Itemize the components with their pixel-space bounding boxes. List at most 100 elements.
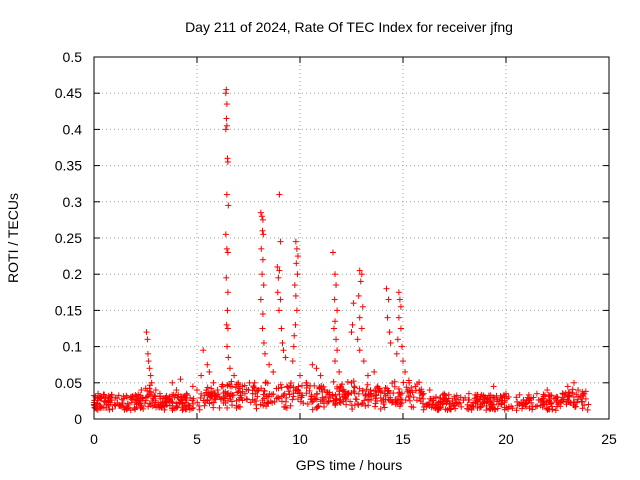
data-point (313, 365, 320, 372)
data-point (360, 358, 367, 365)
data-point (206, 368, 213, 375)
noise-point (169, 407, 176, 414)
noise-point (526, 405, 533, 412)
data-point (259, 227, 266, 234)
noise-point (444, 398, 451, 405)
data-point (223, 101, 230, 108)
noise-point (252, 390, 259, 397)
data-point (293, 245, 300, 252)
noise-point (290, 393, 297, 400)
noise-point (247, 399, 254, 406)
data-point (398, 343, 405, 350)
noise-point (584, 406, 591, 413)
noise-point (197, 394, 204, 401)
noise-point (519, 402, 526, 409)
y-tick-label: 0.15 (55, 302, 82, 318)
data-point (348, 379, 355, 386)
noise-point (321, 403, 328, 410)
noise-point (439, 401, 446, 408)
data-point (163, 394, 170, 401)
data-point (257, 209, 264, 216)
noise-point (450, 403, 457, 410)
noise-point (430, 397, 437, 404)
data-point (173, 387, 180, 394)
data-point (331, 296, 338, 303)
noise-point (188, 405, 195, 412)
noise-point (427, 395, 434, 402)
noise-point (232, 384, 239, 391)
chart-title: Day 211 of 2024, Rate Of TEC Index for r… (185, 19, 513, 35)
noise-point (464, 405, 471, 412)
noise-point (123, 406, 130, 413)
noise-point (173, 400, 180, 407)
noise-point (281, 390, 288, 397)
data-point (259, 256, 266, 263)
noise-point (367, 387, 374, 394)
data-point (144, 336, 151, 343)
data-point (292, 238, 299, 245)
noise-point (253, 405, 260, 412)
noise-point (341, 392, 348, 399)
data-point (395, 314, 402, 321)
data-point (334, 347, 341, 354)
noise-point (487, 392, 494, 399)
data-point (204, 361, 211, 368)
data-point (490, 383, 497, 390)
noise-point (286, 391, 293, 398)
data-point (138, 387, 145, 394)
data-point (303, 379, 310, 386)
noise-point (368, 393, 375, 400)
noise-point (487, 405, 494, 412)
data-point (277, 238, 284, 245)
data-point (278, 325, 285, 332)
noise-point (371, 388, 378, 395)
noise-point (171, 394, 178, 401)
noise-point (137, 400, 144, 407)
noise-point (483, 407, 490, 414)
noise-point (298, 382, 305, 389)
noise-point (300, 400, 307, 407)
noise-point (194, 399, 201, 406)
noise-point (93, 400, 100, 407)
noise-point (284, 384, 291, 391)
noise-point (396, 390, 403, 397)
noise-point (362, 392, 369, 399)
noise-point (237, 403, 244, 410)
data-point (224, 343, 231, 350)
noise-point (380, 396, 387, 403)
data-point (259, 311, 266, 318)
noise-point (382, 384, 389, 391)
data-point (294, 253, 301, 260)
data-point (279, 339, 286, 346)
noise-point (565, 392, 572, 399)
noise-point (260, 402, 267, 409)
y-tick-label: 0.3 (63, 194, 83, 210)
data-point (258, 245, 265, 252)
noise-point (289, 396, 296, 403)
data-point (393, 350, 400, 357)
noise-point (557, 399, 564, 406)
noise-point (178, 393, 185, 400)
noise-point (420, 406, 427, 413)
noise-point (257, 401, 264, 408)
data-point (333, 282, 340, 289)
noise-point (298, 394, 305, 401)
noise-point (377, 394, 384, 401)
data-point (282, 354, 289, 361)
data-point (95, 390, 102, 397)
noise-point (226, 393, 233, 400)
noise-point (347, 398, 354, 405)
x-tick-label: 20 (498, 431, 514, 447)
data-point (348, 329, 355, 336)
noise-point (468, 406, 475, 413)
noise-point (373, 397, 380, 404)
noise-point (277, 381, 284, 388)
noise-point (355, 390, 362, 397)
noise-point (540, 400, 547, 407)
data-point (336, 368, 343, 375)
noise-point (354, 400, 361, 407)
noise-point (408, 384, 415, 391)
data-point (291, 332, 298, 339)
noise-point (122, 405, 129, 412)
data-point (239, 383, 246, 390)
